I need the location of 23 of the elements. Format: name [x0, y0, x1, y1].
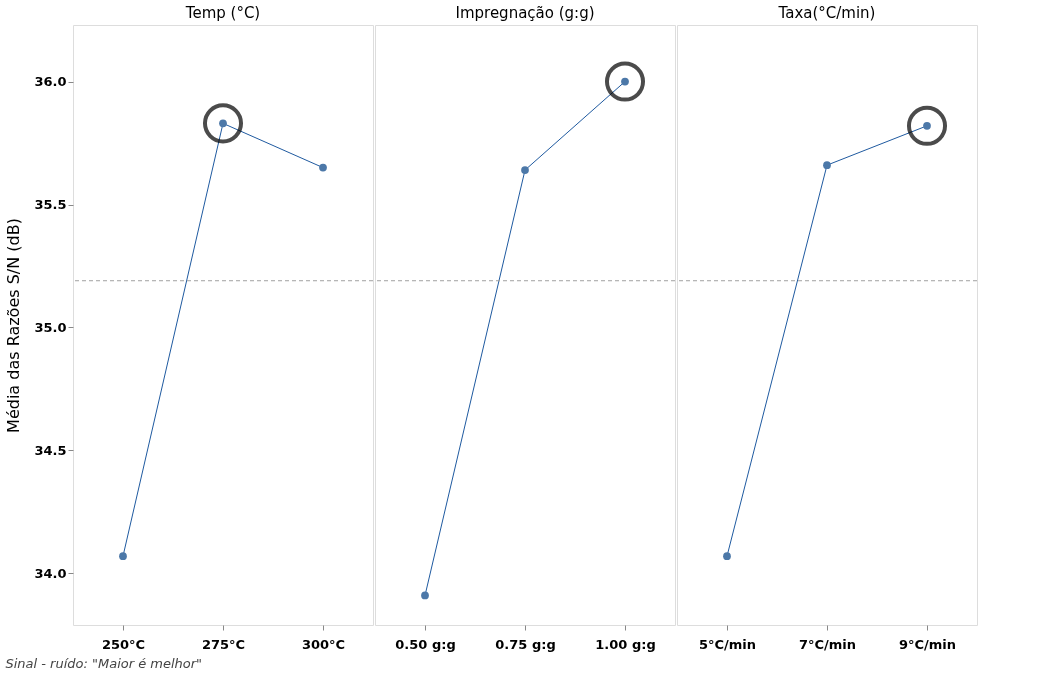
x-tick-label: 300°C	[301, 636, 346, 652]
y-tick-label: 35.5	[34, 197, 67, 213]
point	[319, 163, 327, 172]
x-tick-label: 1.00 g:g	[595, 636, 656, 652]
y-tick-label: 35.0	[34, 319, 67, 335]
x-tick-label: 7°C/min	[798, 636, 857, 652]
x-tick-label: 5°C/min	[698, 636, 757, 652]
point	[219, 119, 227, 128]
text: Sinal - ruído: "Maior é melhor"	[5, 655, 203, 671]
chart-title: Taxa(°C/min)	[777, 4, 876, 22]
y-tick-label: 36.0	[34, 74, 67, 90]
chart-title: Impregnação (g:g)	[455, 4, 595, 22]
y-axis-title: Média das Razões S/N (dB)	[4, 218, 24, 433]
y-tick-label: 34.5	[34, 442, 67, 458]
chart-title: Temp (°C)	[184, 4, 261, 22]
x-tick-label: 275°C	[201, 636, 246, 652]
x-tick-label: 250°C	[101, 636, 146, 652]
point	[119, 552, 127, 561]
y-tick-label: 34.0	[34, 565, 67, 581]
x-tick-label: 0.75 g:g	[495, 636, 556, 652]
x-tick-label: 9°C/min	[898, 636, 957, 652]
point	[202, 103, 244, 144]
x-tick-label: 0.50 g:g	[395, 636, 456, 652]
